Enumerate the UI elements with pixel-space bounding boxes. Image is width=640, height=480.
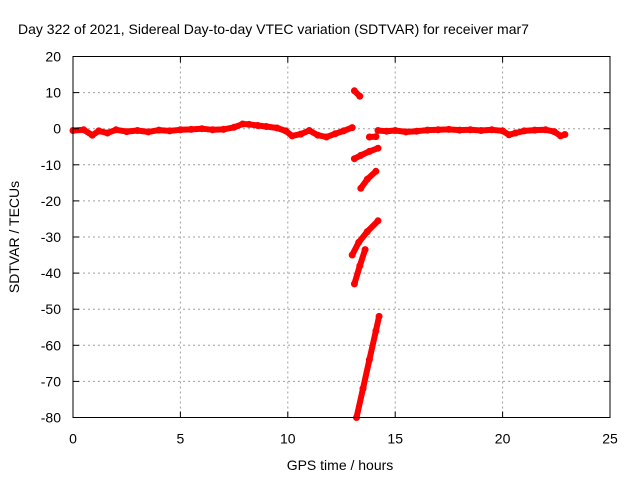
data-point [372,133,380,141]
series-descending-steep-1 [349,217,381,258]
data-point [499,127,507,135]
data-point [123,128,131,136]
data-point [488,126,496,134]
data-point [155,126,163,134]
data-point [456,126,464,134]
data-point [356,262,364,270]
data-point [273,124,281,132]
y-tick-label: -60 [41,337,61,353]
data-point [413,127,421,135]
data-point [323,133,330,141]
data-point [245,120,253,128]
data-point [350,155,358,163]
data-point [80,126,88,134]
x-tick-label: 5 [177,431,185,447]
data-point [187,125,195,133]
data-point [561,131,569,138]
data-point [88,131,96,139]
data-point [365,147,373,155]
data-point [374,217,382,225]
data-point [209,126,217,134]
y-tick-label: -20 [41,193,61,209]
data-point [239,120,247,128]
data-point [372,327,380,335]
data-point [282,127,290,135]
data-point [477,127,485,134]
data-point [350,87,358,95]
data-point [230,123,238,131]
data-point [466,126,474,134]
data-point [357,184,365,192]
data-point [520,127,528,135]
data-point [340,127,348,135]
data-point [198,125,206,133]
data-point [391,127,399,134]
y-tick-label: -50 [41,301,61,317]
data-point [363,175,371,183]
series-layer [69,87,569,421]
data-point [374,144,382,152]
data-point [355,238,363,246]
data-point [505,131,513,139]
data-point [363,228,371,236]
chart-title: Day 322 of 2021, Sidereal Day-to-day VTE… [18,21,529,37]
y-axis-title: SDTVAR / TECUs [6,181,22,293]
data-point [305,127,313,134]
data-point [112,126,120,134]
data-point [550,128,558,136]
data-point [531,126,539,134]
data-point [356,92,364,100]
data-point [357,151,365,159]
data-point [144,128,152,136]
data-point [423,126,431,134]
data-point [103,129,111,137]
y-tick-label: -80 [41,410,61,426]
y-tick-label: 0 [53,121,61,137]
x-tick-label: 0 [69,431,77,447]
y-tick-label: 10 [45,85,61,101]
data-point [331,130,339,138]
data-point [374,127,382,134]
data-point [434,126,442,134]
y-tick-label: -70 [41,373,61,389]
grid [73,56,610,418]
tick-labels: 0 5 10 15 20 25 -80 -70 -60 -50 -40 -30 -20 -10 0 10 20 [41,49,618,447]
data-point [361,246,369,254]
y-tick-label: -10 [41,157,61,173]
data-point [95,127,103,135]
data-point [348,251,356,259]
x-tick-label: 15 [387,431,403,447]
data-point [254,122,262,129]
y-tick-label: 20 [45,49,61,65]
data-point [133,127,141,134]
x-tick-label: 20 [495,431,511,447]
series-descending-short [351,145,381,162]
x-tick-label: 25 [602,431,618,447]
data-point [348,124,356,132]
data-point [262,123,270,130]
data-point [219,125,227,133]
data-point [314,131,322,139]
data-point [445,125,453,133]
data-point [288,132,296,140]
data-point [372,167,380,175]
data-point [365,133,373,141]
data-point [402,128,410,136]
x-axis-title: GPS time / hours [287,457,394,473]
data-point [365,356,373,364]
data-point [512,129,519,137]
data-point [542,126,550,134]
data-point [350,280,358,288]
data-point [297,130,305,138]
data-point [375,312,383,320]
data-point [166,127,174,135]
y-tick-label: -40 [41,265,61,281]
ticks [72,56,611,418]
data-point [176,126,184,134]
y-tick-label: -30 [41,229,61,245]
x-tick-label: 10 [280,431,296,447]
data-point [383,127,391,135]
data-point [359,385,367,393]
